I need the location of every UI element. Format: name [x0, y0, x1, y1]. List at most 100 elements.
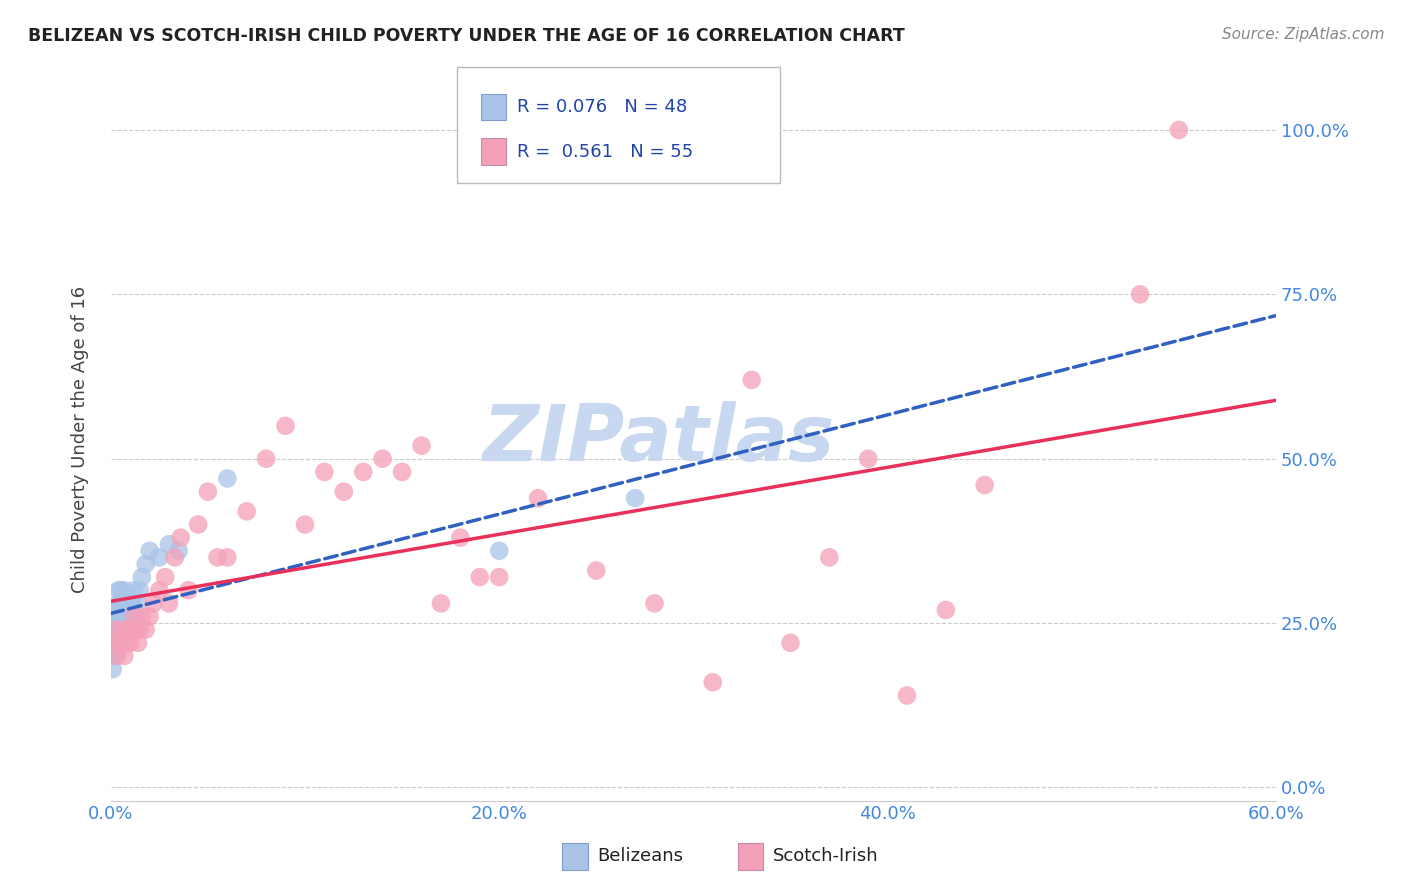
- Point: [157, 596, 180, 610]
- Point: [468, 570, 491, 584]
- Point: [131, 570, 153, 584]
- Point: [1167, 123, 1189, 137]
- Point: [122, 583, 145, 598]
- Point: [207, 550, 229, 565]
- Point: [391, 465, 413, 479]
- Point: [129, 583, 152, 598]
- Point: [105, 623, 128, 637]
- Point: [105, 648, 128, 663]
- Point: [101, 662, 124, 676]
- Point: [352, 465, 374, 479]
- Point: [973, 478, 995, 492]
- Point: [122, 609, 145, 624]
- Point: [935, 603, 957, 617]
- Text: Source: ZipAtlas.com: Source: ZipAtlas.com: [1222, 27, 1385, 42]
- Point: [702, 675, 724, 690]
- Point: [112, 609, 135, 624]
- Point: [101, 636, 124, 650]
- Point: [115, 623, 138, 637]
- Point: [110, 636, 132, 650]
- Point: [105, 609, 128, 624]
- Y-axis label: Child Poverty Under the Age of 16: Child Poverty Under the Age of 16: [72, 285, 89, 592]
- Point: [131, 609, 153, 624]
- Point: [896, 689, 918, 703]
- Point: [115, 609, 138, 624]
- Point: [1129, 287, 1152, 301]
- Point: [488, 543, 510, 558]
- Point: [217, 471, 239, 485]
- Point: [157, 537, 180, 551]
- Point: [142, 596, 165, 610]
- Point: [371, 451, 394, 466]
- Point: [104, 623, 127, 637]
- Point: [110, 636, 132, 650]
- Point: [235, 504, 257, 518]
- Text: R =  0.561   N = 55: R = 0.561 N = 55: [517, 143, 693, 161]
- Point: [104, 636, 127, 650]
- Point: [430, 596, 453, 610]
- Point: [449, 531, 471, 545]
- Point: [644, 596, 666, 610]
- Point: [110, 596, 132, 610]
- Point: [101, 623, 124, 637]
- Point: [148, 583, 170, 598]
- Point: [129, 623, 152, 637]
- Point: [101, 609, 124, 624]
- Point: [112, 648, 135, 663]
- Point: [112, 596, 135, 610]
- Point: [125, 623, 148, 637]
- Point: [314, 465, 336, 479]
- Point: [115, 636, 138, 650]
- Point: [294, 517, 316, 532]
- Point: [110, 623, 132, 637]
- Point: [117, 623, 139, 637]
- Point: [125, 609, 148, 624]
- Point: [148, 550, 170, 565]
- Point: [112, 583, 135, 598]
- Text: ZIPatlas: ZIPatlas: [482, 401, 835, 477]
- Point: [127, 636, 149, 650]
- Point: [101, 636, 124, 650]
- Point: [187, 517, 209, 532]
- Point: [117, 609, 139, 624]
- Point: [127, 596, 149, 610]
- Point: [411, 439, 433, 453]
- Point: [177, 583, 200, 598]
- Point: [624, 491, 647, 506]
- Point: [120, 609, 142, 624]
- Point: [115, 596, 138, 610]
- Point: [138, 609, 160, 624]
- Point: [110, 609, 132, 624]
- Point: [107, 609, 129, 624]
- Point: [120, 636, 142, 650]
- Text: R = 0.076   N = 48: R = 0.076 N = 48: [517, 98, 688, 116]
- Point: [101, 648, 124, 663]
- Point: [111, 623, 134, 637]
- Point: [856, 451, 879, 466]
- Point: [167, 543, 190, 558]
- Point: [105, 636, 128, 650]
- Point: [741, 373, 763, 387]
- Point: [585, 564, 607, 578]
- Point: [197, 484, 219, 499]
- Point: [153, 570, 176, 584]
- Point: [121, 623, 143, 637]
- Point: [138, 543, 160, 558]
- Point: [117, 596, 139, 610]
- Point: [107, 583, 129, 598]
- Point: [488, 570, 510, 584]
- Point: [120, 596, 142, 610]
- Point: [818, 550, 841, 565]
- Point: [105, 648, 128, 663]
- Point: [217, 550, 239, 565]
- Point: [111, 623, 134, 637]
- Point: [274, 418, 297, 433]
- Point: [163, 550, 186, 565]
- Point: [111, 609, 134, 624]
- Point: [104, 609, 127, 624]
- Point: [107, 623, 129, 637]
- Point: [170, 531, 193, 545]
- Point: [107, 596, 129, 610]
- Point: [779, 636, 801, 650]
- Point: [135, 557, 157, 571]
